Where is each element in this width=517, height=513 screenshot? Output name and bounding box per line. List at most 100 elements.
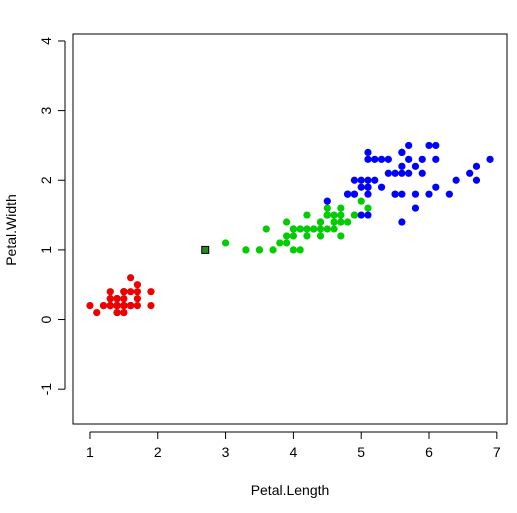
data-point xyxy=(364,148,372,156)
data-point xyxy=(350,176,359,184)
data-point xyxy=(323,225,331,233)
y-tick-label: 1 xyxy=(38,246,54,254)
x-tick-label: 4 xyxy=(289,444,297,460)
data-point xyxy=(357,197,365,205)
data-point xyxy=(337,218,345,226)
data-point xyxy=(357,211,365,219)
data-point xyxy=(418,169,426,177)
data-point xyxy=(364,204,372,212)
data-point xyxy=(486,155,494,163)
y-tick-label: 3 xyxy=(38,107,54,115)
data-point xyxy=(398,169,406,177)
data-point xyxy=(242,246,250,254)
data-point xyxy=(411,162,420,170)
data-point xyxy=(147,288,155,296)
data-point xyxy=(316,225,325,233)
data-point xyxy=(113,308,121,317)
data-point xyxy=(377,155,386,163)
data-point xyxy=(283,239,291,247)
data-point xyxy=(303,211,311,219)
data-point xyxy=(120,308,128,317)
data-point xyxy=(133,288,142,296)
data-point xyxy=(323,211,331,219)
data-point xyxy=(289,225,297,233)
plot-border xyxy=(72,33,508,425)
data-point xyxy=(391,169,399,177)
y-tick-label: 0 xyxy=(38,315,54,323)
data-point xyxy=(99,302,108,310)
x-tick-label: 1 xyxy=(86,444,94,460)
y-axis-label: Petal.Width xyxy=(3,194,19,266)
data-point xyxy=(371,176,379,184)
data-point xyxy=(384,155,392,163)
data-point xyxy=(303,232,311,240)
data-point xyxy=(310,225,318,233)
data-point xyxy=(364,155,372,163)
data-point xyxy=(472,176,481,184)
data-point xyxy=(357,183,365,191)
data-point xyxy=(303,225,311,233)
data-point xyxy=(147,302,155,310)
x-tick-label: 7 xyxy=(493,444,501,460)
data-point xyxy=(432,141,440,150)
data-point xyxy=(113,295,121,303)
y-tick-label: 4 xyxy=(38,37,54,45)
data-point xyxy=(398,190,406,198)
data-point xyxy=(127,288,135,296)
data-point xyxy=(221,239,230,247)
data-point xyxy=(466,169,474,177)
data-point xyxy=(405,141,413,150)
y-tick-label: 2 xyxy=(38,176,54,184)
data-point xyxy=(398,162,406,170)
data-point xyxy=(106,302,114,310)
data-point xyxy=(316,218,325,226)
x-tick-label: 6 xyxy=(425,444,433,460)
data-point xyxy=(120,302,128,310)
data-point xyxy=(330,225,338,233)
x-axis-label: Petal.Length xyxy=(251,482,330,498)
x-tick-label: 3 xyxy=(222,444,230,460)
data-point xyxy=(330,218,338,226)
data-point xyxy=(93,308,101,317)
data-point xyxy=(296,225,304,233)
data-point xyxy=(289,246,297,254)
data-point xyxy=(364,211,372,219)
data-point xyxy=(472,162,481,170)
data-point xyxy=(323,197,331,205)
data-point xyxy=(106,288,114,296)
data-point xyxy=(316,232,325,240)
data-point xyxy=(344,218,352,226)
data-point xyxy=(364,183,372,191)
data-point xyxy=(384,169,392,177)
data-point xyxy=(350,211,359,219)
data-point xyxy=(398,218,406,226)
data-point xyxy=(432,183,440,191)
data-point xyxy=(425,190,433,198)
y-tick-label: -1 xyxy=(38,383,54,396)
data-point xyxy=(296,246,304,254)
data-point xyxy=(411,190,420,198)
data-point-square xyxy=(201,245,210,254)
data-point xyxy=(120,295,128,303)
data-point xyxy=(133,302,142,310)
data-point xyxy=(120,288,128,296)
data-point xyxy=(86,302,94,310)
data-point xyxy=(377,183,386,191)
data-point xyxy=(405,169,413,177)
y-axis: -1 0 1 2 3 4 xyxy=(38,37,66,396)
data-point xyxy=(405,155,413,163)
data-point xyxy=(337,211,345,219)
data-point xyxy=(269,246,277,254)
data-point xyxy=(452,176,460,184)
data-point xyxy=(391,190,399,198)
data-point xyxy=(445,190,453,198)
data-point xyxy=(344,190,352,198)
data-point xyxy=(133,295,142,303)
data-point xyxy=(425,141,433,150)
data-point xyxy=(127,274,135,282)
data-point xyxy=(364,190,372,198)
data-point xyxy=(133,281,142,289)
data-point xyxy=(323,204,331,212)
data-point xyxy=(357,176,365,184)
